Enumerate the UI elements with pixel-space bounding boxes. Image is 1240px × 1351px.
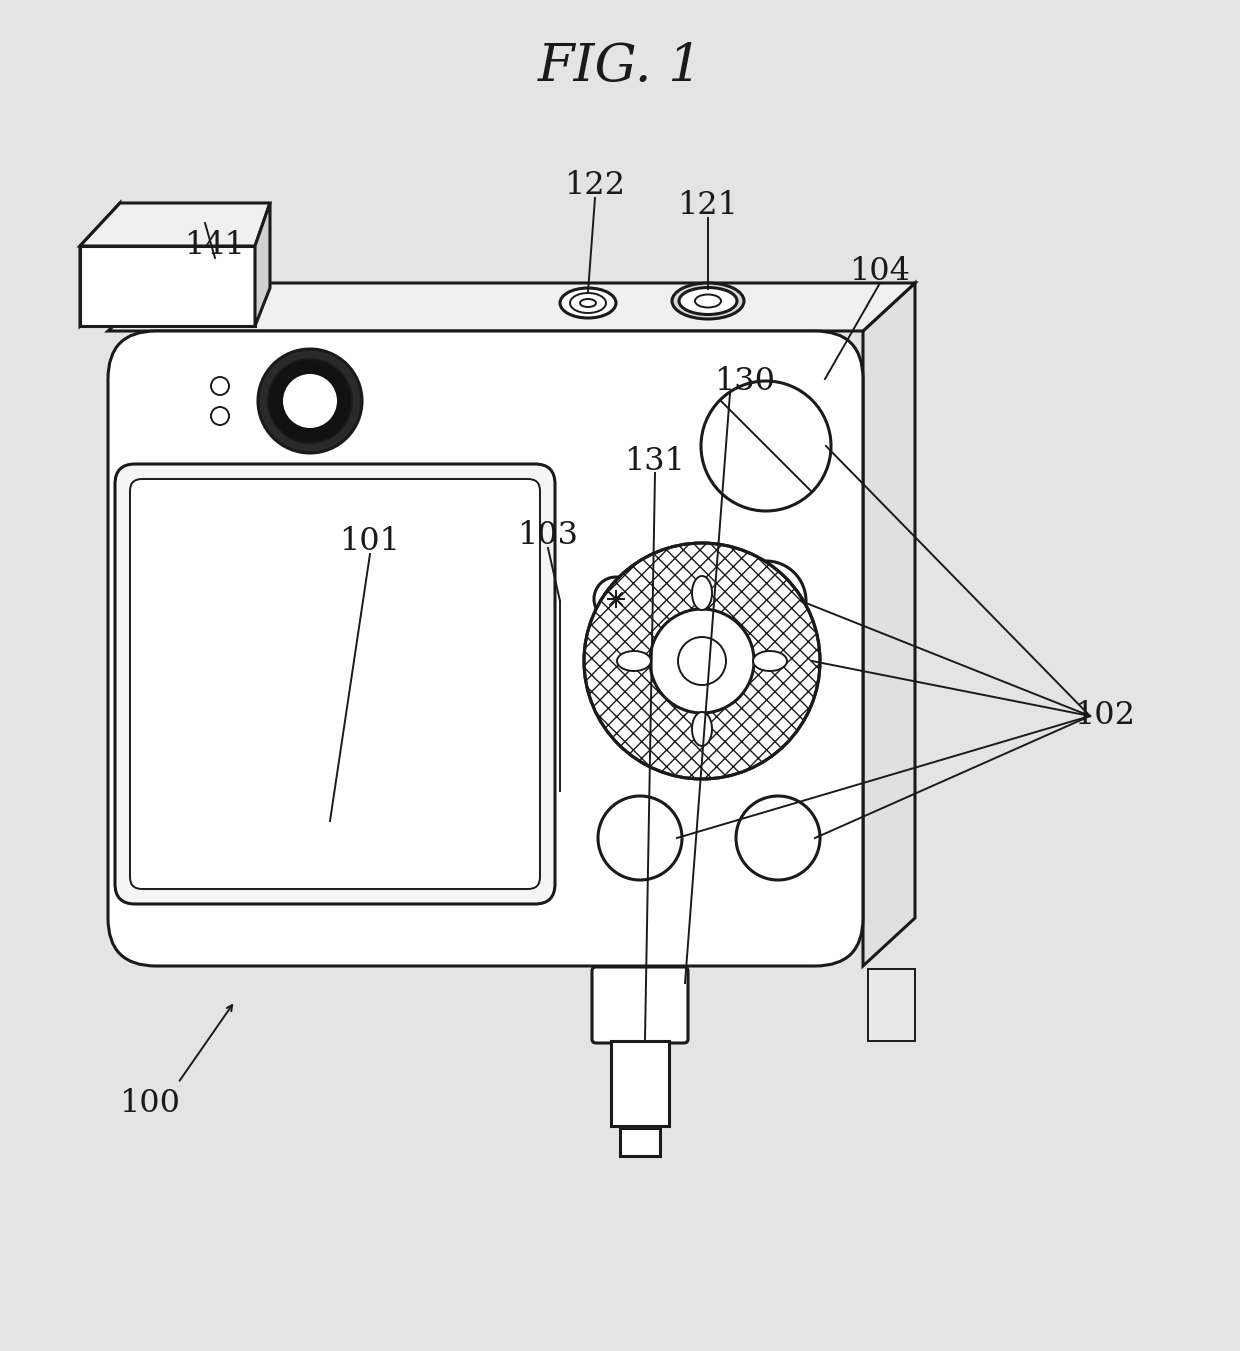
Circle shape	[598, 796, 682, 880]
Polygon shape	[81, 203, 270, 246]
Polygon shape	[81, 203, 120, 326]
Polygon shape	[108, 282, 915, 331]
Text: 131: 131	[625, 446, 686, 477]
FancyBboxPatch shape	[591, 967, 688, 1043]
Bar	[868, 969, 915, 1042]
FancyBboxPatch shape	[115, 463, 556, 904]
Circle shape	[650, 609, 754, 713]
Polygon shape	[81, 246, 255, 326]
Ellipse shape	[560, 288, 616, 317]
Ellipse shape	[618, 651, 651, 671]
Text: 103: 103	[517, 520, 579, 551]
Circle shape	[725, 561, 806, 640]
Ellipse shape	[672, 282, 744, 319]
Circle shape	[584, 543, 820, 780]
Bar	[611, 1042, 670, 1125]
Circle shape	[678, 638, 725, 685]
Text: FIG. 1: FIG. 1	[538, 41, 702, 92]
FancyBboxPatch shape	[130, 480, 539, 889]
Text: 130: 130	[714, 366, 775, 396]
Text: 122: 122	[564, 170, 625, 201]
Polygon shape	[255, 203, 270, 326]
Text: 141: 141	[185, 231, 246, 262]
Text: 121: 121	[677, 190, 739, 222]
Text: 102: 102	[1075, 701, 1136, 731]
Circle shape	[737, 796, 820, 880]
Text: 101: 101	[340, 526, 401, 557]
Ellipse shape	[692, 712, 712, 746]
Circle shape	[268, 359, 352, 443]
FancyBboxPatch shape	[108, 331, 863, 966]
Circle shape	[283, 374, 337, 428]
Text: 100: 100	[119, 1088, 181, 1119]
Ellipse shape	[692, 576, 712, 611]
Polygon shape	[863, 282, 915, 966]
Circle shape	[258, 349, 362, 453]
Circle shape	[594, 577, 639, 621]
Ellipse shape	[680, 288, 737, 315]
Text: 104: 104	[849, 255, 910, 286]
Circle shape	[701, 381, 831, 511]
Bar	[620, 1128, 660, 1156]
Ellipse shape	[753, 651, 787, 671]
